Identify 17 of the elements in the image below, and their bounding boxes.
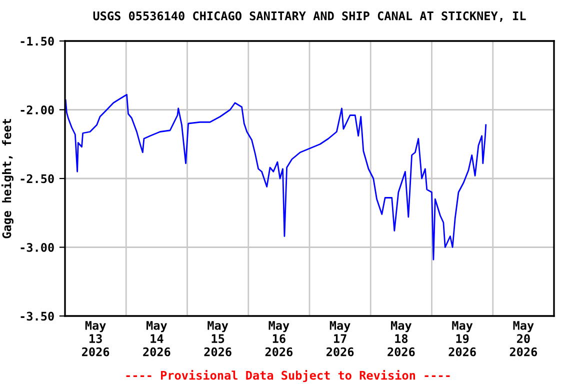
y-axis-title: Gage height, feet <box>1 119 14 238</box>
y-tick-label: -3.00 <box>20 242 54 252</box>
y-tick-label: -1.50 <box>20 36 54 46</box>
y-tick-label: -3.50 <box>20 312 54 321</box>
x-tick-label: May 18 2026 <box>388 321 415 356</box>
x-tick-label: May 19 2026 <box>448 321 476 356</box>
x-tick-label: May 16 2026 <box>265 321 293 356</box>
line-series <box>65 94 487 260</box>
x-tick-label: May 17 2026 <box>326 321 354 356</box>
chart-title: USGS 05536140 CHICAGO SANITARY AND SHIP CANAL AT STICKNEY, IL <box>93 11 526 22</box>
x-tick-label: May 15 2026 <box>204 321 232 356</box>
y-tick-label: -2.50 <box>20 174 54 184</box>
y-tick-label: -2.00 <box>20 105 54 114</box>
x-tick-label: May 13 2026 <box>82 321 110 356</box>
x-tick-label: May 14 2026 <box>143 321 170 356</box>
text: ---- Provisional Data Subject to Revision ---- <box>126 370 450 382</box>
x-tick-label: May 20 2026 <box>510 321 538 356</box>
